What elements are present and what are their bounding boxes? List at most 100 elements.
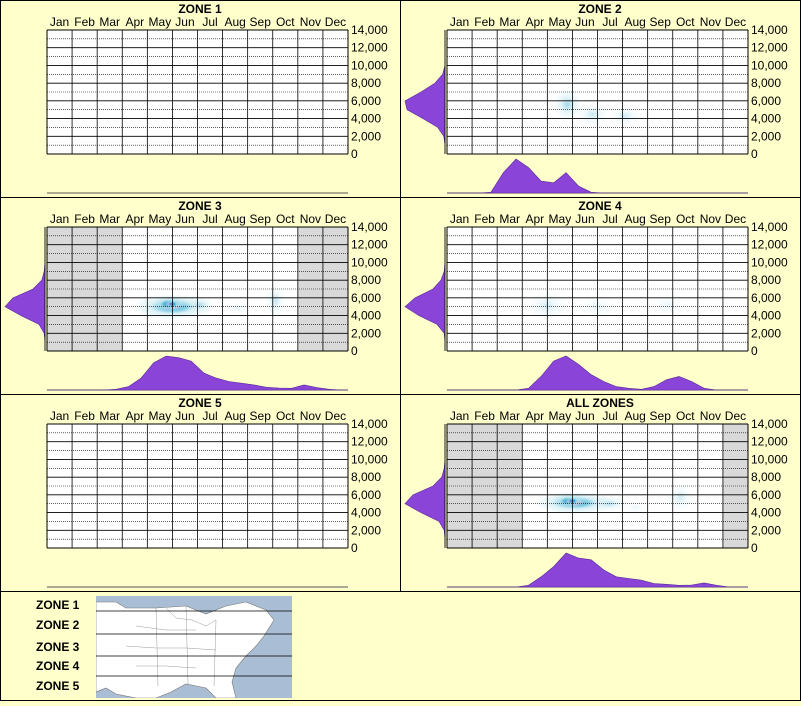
month-label: Oct	[276, 409, 295, 423]
us-map-image	[96, 596, 292, 698]
month-label: Apr	[525, 15, 544, 29]
month-label: Mar	[499, 15, 520, 29]
elev-tick-label: 4,000	[751, 506, 781, 520]
month-density-curve	[447, 158, 748, 194]
elev-density-curve	[404, 424, 446, 548]
zone-title: ZONE 4	[578, 199, 622, 213]
heat-spot	[225, 302, 250, 315]
month-label: Nov	[300, 15, 321, 29]
legend-zone-4: ZONE 4	[36, 659, 80, 673]
month-label: Oct	[676, 15, 695, 29]
month-label: Feb	[74, 15, 95, 29]
heat-spot	[553, 88, 582, 121]
heat-spot	[185, 296, 215, 313]
month-label: Feb	[474, 212, 495, 226]
elev-tick-label: 2,000	[751, 523, 781, 537]
heat-spot	[591, 495, 629, 512]
month-label: Jul	[602, 212, 617, 226]
month-label: Mar	[499, 409, 520, 423]
month-density-curve	[447, 355, 748, 391]
month-label: Dec	[325, 15, 346, 29]
month-label: May	[549, 15, 572, 29]
elev-tick-label: 12,000	[351, 41, 388, 55]
month-label: Oct	[276, 15, 295, 29]
month-label: Apr	[125, 15, 144, 29]
month-label: May	[149, 409, 172, 423]
month-label: Oct	[276, 212, 295, 226]
elev-tick-label: 0	[351, 147, 358, 161]
elev-tick-label: 8,000	[751, 470, 781, 484]
elev-tick-label: 2,000	[351, 326, 381, 340]
month-label: Jul	[202, 212, 217, 226]
month-label: Aug	[224, 15, 245, 29]
zone-panel-2: ZONE 2 Jan Feb Mar Apr May Jun Jul Aug Sep Oct Nov D…	[404, 2, 788, 194]
month-label: Jun	[575, 212, 594, 226]
elev-tick-label: 14,000	[751, 220, 788, 234]
month-label: Jul	[602, 409, 617, 423]
month-label: Apr	[525, 212, 544, 226]
month-label: Jul	[202, 409, 217, 423]
elev-tick-label: 8,000	[351, 76, 381, 90]
zone-panel-5: ZONE 5 Jan Feb Mar Apr May Jun Jul Aug Sep Oct Nov D…	[46, 396, 388, 588]
month-label: Jan	[450, 15, 469, 29]
elev-tick-label: 12,000	[751, 238, 788, 252]
month-label: Sep	[250, 15, 272, 29]
elev-tick-label: 4,000	[751, 309, 781, 323]
month-label: Oct	[676, 212, 695, 226]
elev-tick-label: 12,000	[751, 41, 788, 55]
elev-tick-label: 4,000	[351, 112, 381, 126]
elev-tick-label: 12,000	[351, 238, 388, 252]
elev-tick-label: 10,000	[751, 452, 788, 466]
month-label: Feb	[74, 409, 95, 423]
elev-tick-label: 14,000	[351, 220, 388, 234]
elev-tick-label: 4,000	[351, 506, 381, 520]
month-label: Feb	[474, 15, 495, 29]
legend-zone-1: ZONE 1	[36, 598, 80, 612]
zone-title: ZONE 1	[178, 2, 222, 16]
heat-spot	[623, 500, 648, 514]
elev-tick-label: 0	[351, 541, 358, 555]
elev-tick-label: 0	[351, 344, 358, 358]
heat-spot	[576, 102, 609, 126]
month-label: May	[149, 15, 172, 29]
month-label: Jan	[450, 409, 469, 423]
elev-tick-label: 14,000	[351, 417, 388, 431]
legend-zone-3: ZONE 3	[36, 640, 80, 654]
month-label: Jun	[175, 15, 194, 29]
elev-tick-label: 0	[751, 147, 758, 161]
elev-tick-label: 4,000	[751, 112, 781, 126]
month-label: Aug	[624, 409, 645, 423]
zone-title: ZONE 3	[178, 199, 222, 213]
month-label: Jan	[450, 212, 469, 226]
zone-panel-6: ALL ZONES Jan Feb Mar Apr May Jun Jul Aug Sep Oct N…	[404, 396, 788, 588]
elev-tick-label: 10,000	[751, 255, 788, 269]
month-label: Mar	[99, 409, 120, 423]
elev-tick-label: 6,000	[751, 94, 781, 108]
month-label: Jul	[202, 15, 217, 29]
elev-tick-label: 8,000	[751, 273, 781, 287]
month-label: Mar	[99, 15, 120, 29]
month-label: Feb	[74, 212, 95, 226]
month-label: Aug	[624, 212, 645, 226]
month-label: Dec	[725, 409, 746, 423]
month-label: Jan	[50, 212, 69, 226]
zone-panel-3: ZONE 3 Jan Feb Mar Apr May Jun Jul Aug Sep Oct Nov D…	[4, 199, 388, 391]
heat-spot	[609, 106, 642, 126]
month-label: Jun	[175, 409, 194, 423]
month-label: Dec	[725, 15, 746, 29]
elev-tick-label: 14,000	[751, 417, 788, 431]
month-label: Mar	[99, 212, 120, 226]
elev-density-curve	[404, 30, 446, 154]
month-label: Dec	[325, 409, 346, 423]
month-label: Nov	[300, 409, 321, 423]
month-label: Apr	[525, 409, 544, 423]
elev-tick-label: 14,000	[751, 23, 788, 37]
heat-spot	[668, 483, 693, 512]
month-label: Jan	[50, 15, 69, 29]
month-label: Sep	[250, 212, 272, 226]
month-label: Aug	[224, 212, 245, 226]
month-label: Nov	[700, 409, 721, 423]
month-label: Feb	[474, 409, 495, 423]
month-label: Aug	[224, 409, 245, 423]
zone-panel-4: ZONE 4 Jan Feb Mar Apr May Jun Jul Aug Sep Oct Nov D…	[404, 199, 788, 391]
